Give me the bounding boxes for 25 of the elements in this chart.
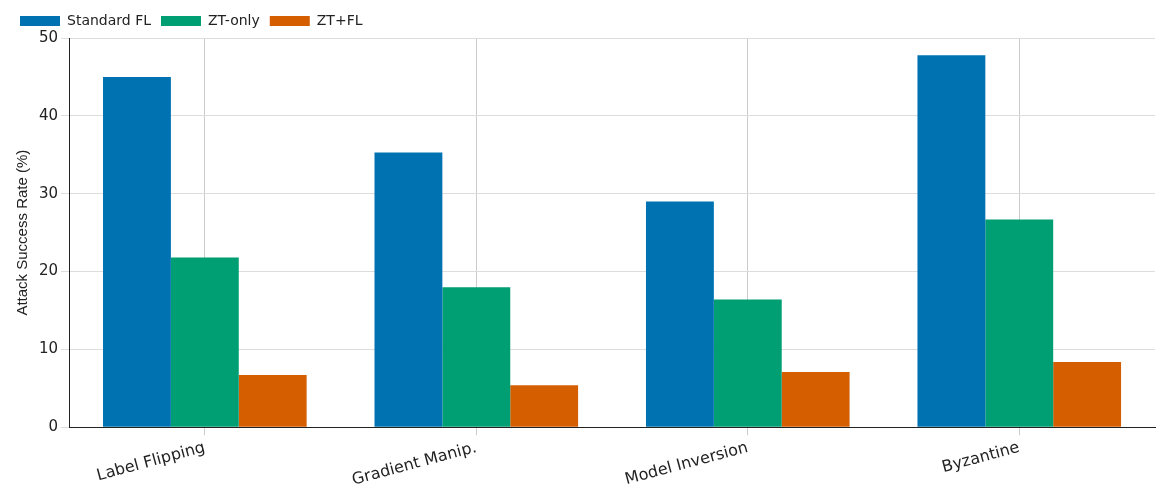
bar	[645, 201, 714, 427]
bar	[510, 385, 579, 427]
y-tick-label: 20	[38, 261, 59, 280]
x-tick-label: Label Flipping	[94, 437, 207, 485]
x-tick-label: Model Inversion	[622, 437, 750, 489]
y-axis-title: Attack Success Rate (%)	[13, 149, 31, 316]
legend-label: ZT+FL	[316, 11, 363, 28]
x-tick-label: Gradient Manip.	[349, 437, 479, 489]
y-tick-label: 30	[38, 183, 59, 202]
bar	[985, 219, 1054, 427]
bar	[917, 55, 986, 427]
y-tick-label: 50	[38, 27, 59, 46]
bar	[781, 372, 850, 427]
bar	[713, 299, 782, 427]
bar	[442, 287, 511, 427]
y-tick-label: 10	[38, 339, 59, 358]
bar	[1053, 361, 1122, 427]
legend-label: Standard FL	[67, 11, 152, 28]
bar	[374, 152, 443, 427]
legend-label: ZT-only	[207, 11, 260, 28]
bar	[170, 257, 239, 427]
y-tick-label: 0	[48, 417, 59, 436]
bar	[238, 375, 307, 427]
bar	[103, 76, 171, 427]
y-tick-label: 40	[38, 105, 59, 124]
